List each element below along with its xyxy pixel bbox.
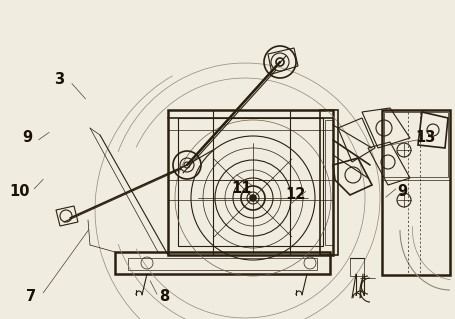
- Bar: [115, 252, 330, 274]
- Text: 8: 8: [159, 289, 169, 304]
- Text: 9: 9: [22, 130, 32, 145]
- Text: 13: 13: [415, 130, 435, 145]
- Bar: [128, 258, 317, 270]
- Text: 10: 10: [9, 184, 30, 199]
- Bar: [168, 110, 333, 255]
- Bar: [178, 118, 323, 246]
- Bar: [384, 112, 448, 177]
- Text: 11: 11: [231, 181, 252, 196]
- Text: 7: 7: [26, 289, 36, 304]
- Circle shape: [250, 195, 256, 201]
- Bar: [320, 110, 338, 255]
- Bar: [350, 258, 364, 276]
- Text: 3: 3: [54, 72, 64, 87]
- Text: 12: 12: [286, 187, 306, 202]
- Bar: [325, 120, 333, 245]
- Bar: [382, 110, 450, 275]
- Text: 9: 9: [398, 184, 408, 199]
